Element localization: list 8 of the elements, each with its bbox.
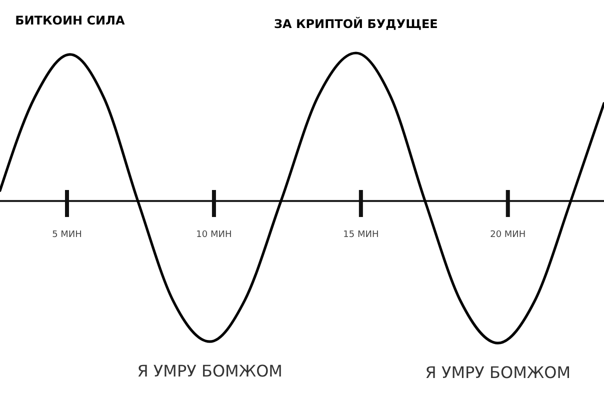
x-tick-label: 10 МИН (196, 230, 232, 240)
x-tick-label: 15 МИН (343, 230, 379, 240)
annotation: БИТКОИН СИЛА (15, 13, 126, 28)
annotation: Я УМРУ БОМЖОМ (425, 363, 571, 382)
annotation: ЗА КРИПТОЙ БУДУЩЕЕ (274, 16, 438, 31)
x-tick-label: 20 МИН (490, 230, 526, 240)
x-tick-label: 5 МИН (52, 230, 82, 240)
annotation: Я УМРУ БОМЖОМ (137, 362, 282, 381)
